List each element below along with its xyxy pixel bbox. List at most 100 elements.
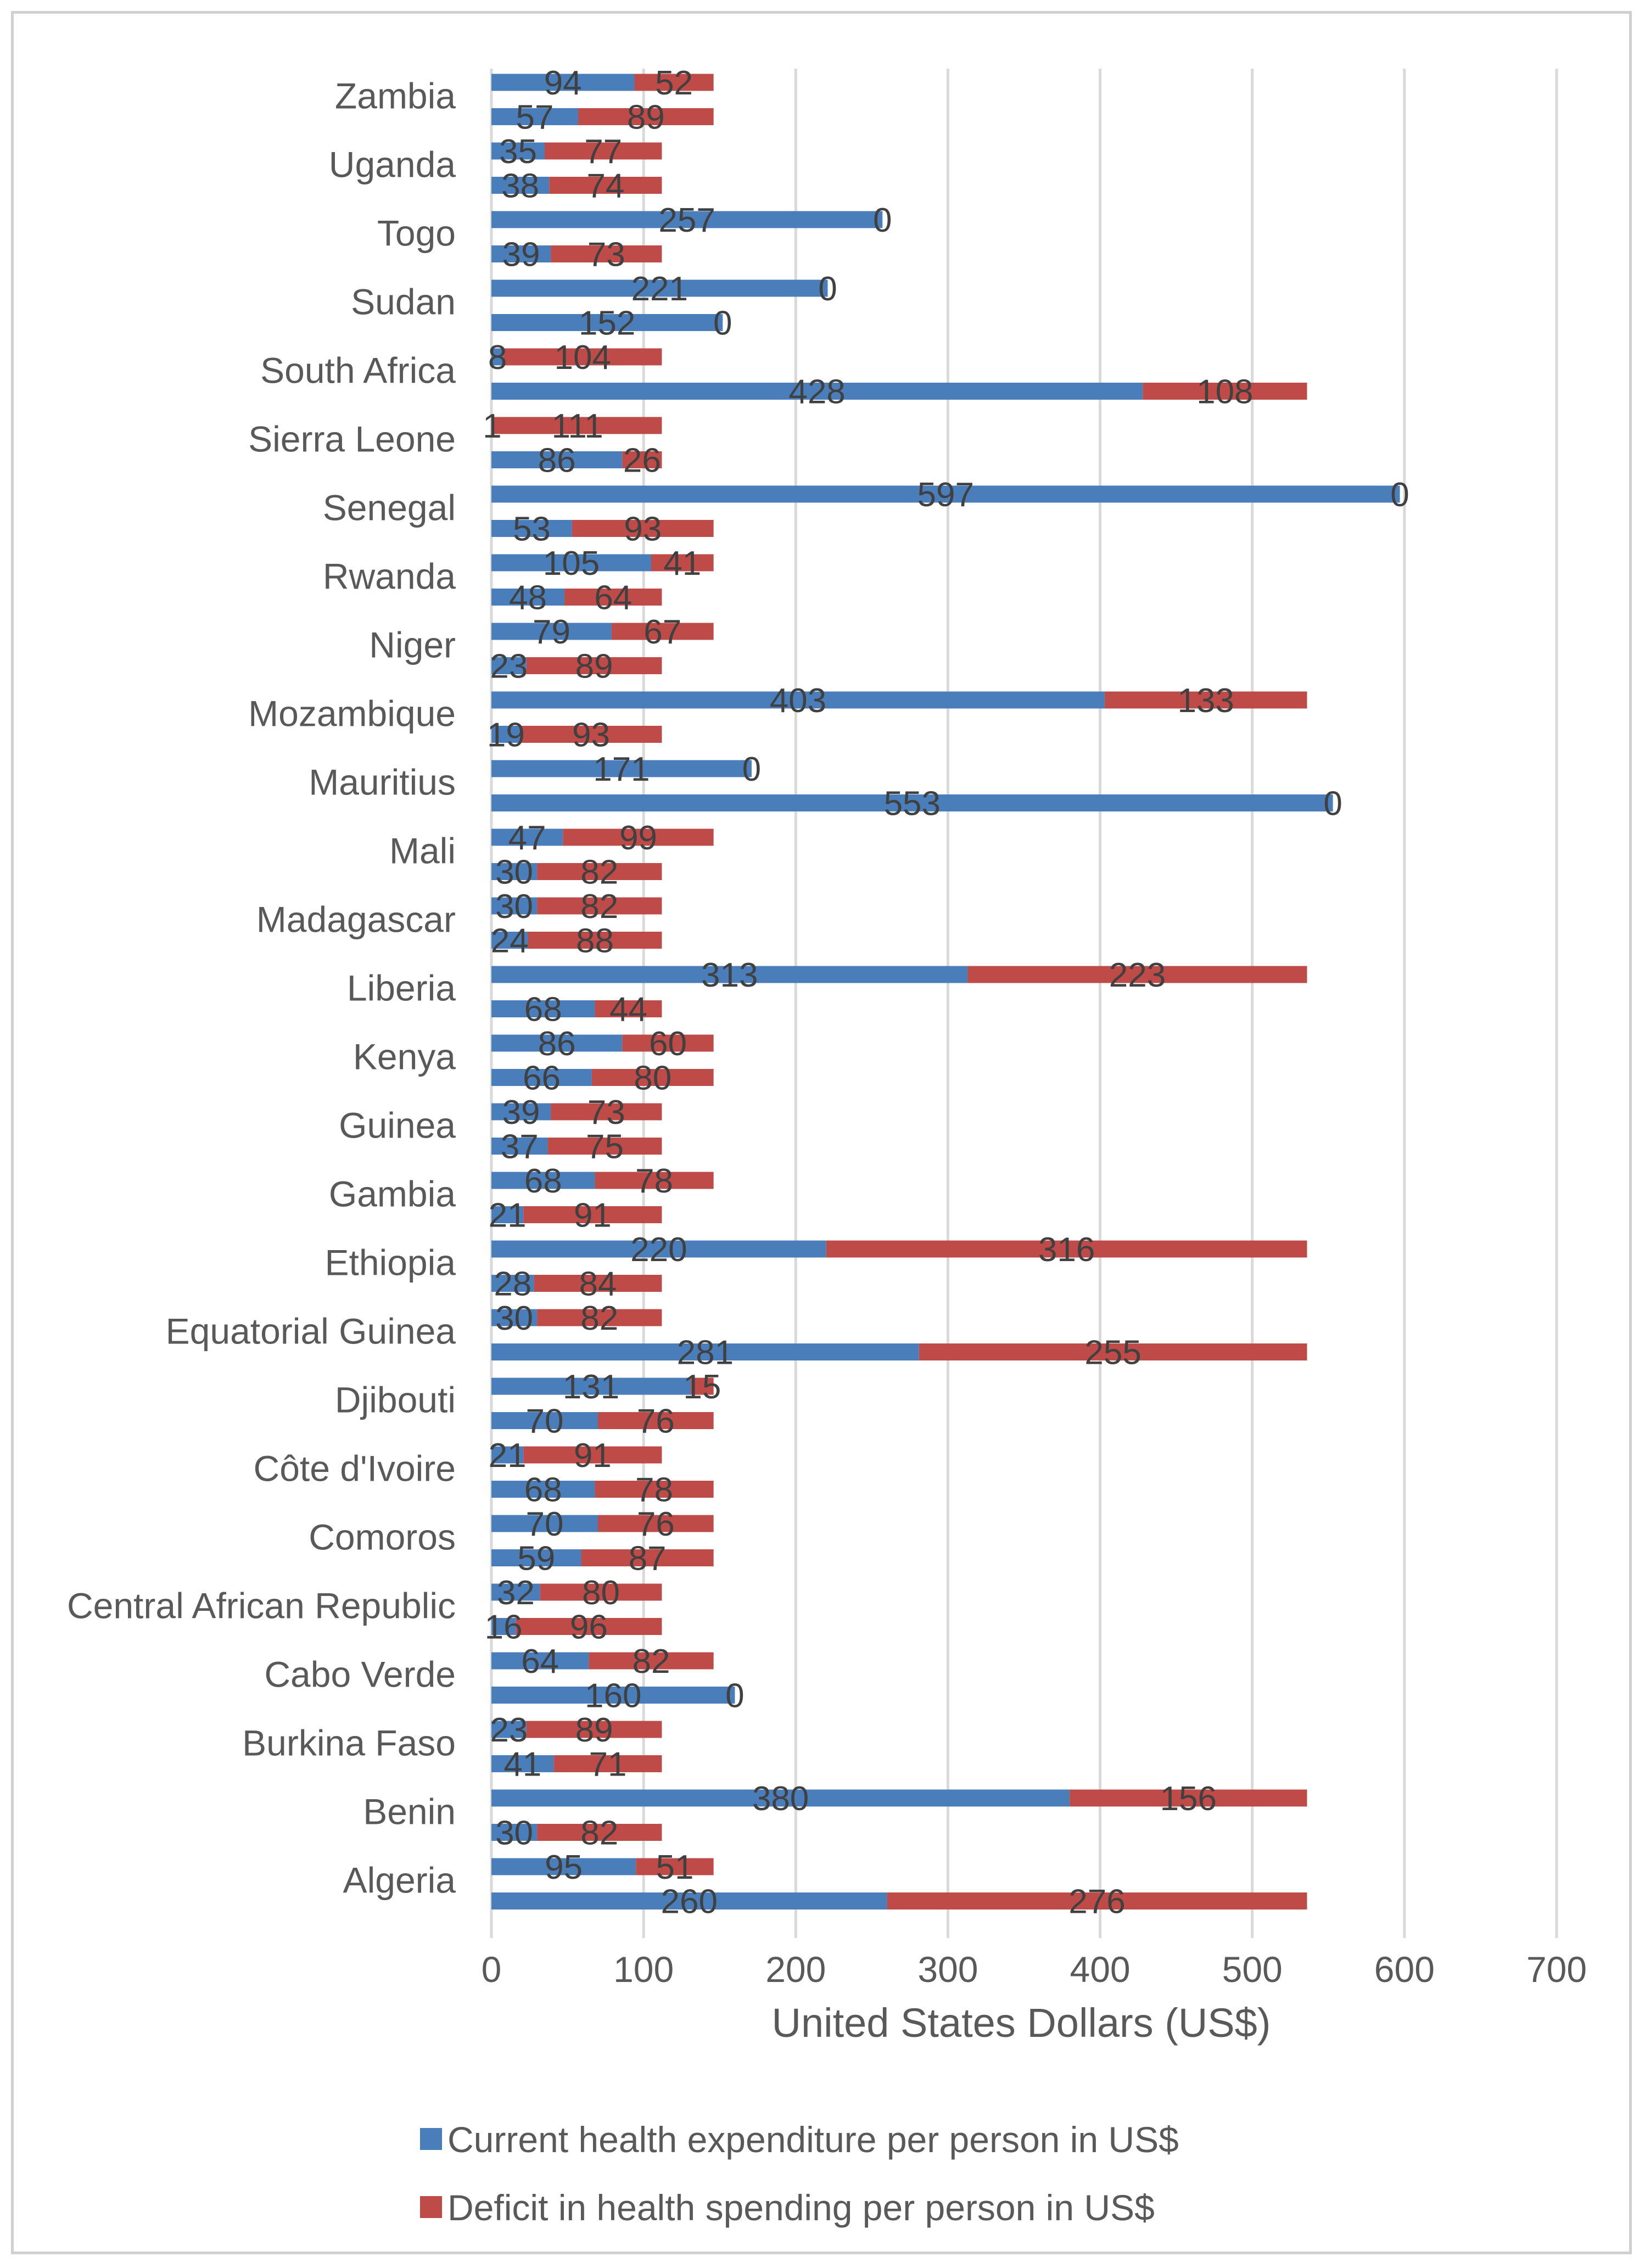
bar-expenditure xyxy=(491,1824,538,1841)
bar-expenditure xyxy=(491,760,752,777)
data-label-deficit: 0 xyxy=(1323,785,1342,823)
bar-expenditure xyxy=(491,1309,538,1326)
bar-deficit xyxy=(634,74,714,91)
bar-expenditure xyxy=(491,828,563,846)
data-label-deficit: 111 xyxy=(551,407,603,445)
bar-expenditure xyxy=(491,897,538,915)
data-label-deficit: 0 xyxy=(742,751,761,788)
data-label-deficit: 51 xyxy=(656,1849,693,1886)
data-label-expenditure: 23 xyxy=(490,648,528,686)
bar-deficit xyxy=(493,417,662,434)
bar-deficit xyxy=(537,1824,662,1841)
data-label-expenditure: 70 xyxy=(526,1505,564,1543)
bar-deficit xyxy=(545,142,662,160)
bar-deficit xyxy=(503,348,662,366)
category-label: Mali xyxy=(389,831,456,871)
data-label-deficit: 77 xyxy=(584,133,622,171)
data-label-expenditure: 21 xyxy=(489,1437,527,1475)
data-label-expenditure: 35 xyxy=(499,133,537,171)
data-label-deficit: 75 xyxy=(586,1128,624,1166)
data-label-deficit: 156 xyxy=(1160,1780,1217,1818)
x-tick-label: 0 xyxy=(482,1949,502,1990)
bar-deficit xyxy=(595,1172,714,1189)
bar-expenditure xyxy=(491,245,551,262)
bar-expenditure xyxy=(491,1618,516,1635)
bar-deficit xyxy=(523,1446,662,1464)
data-label-deficit: 88 xyxy=(576,922,614,960)
data-label-expenditure: 23 xyxy=(490,1711,528,1749)
category-label: Mozambique xyxy=(248,693,456,734)
data-label-expenditure: 64 xyxy=(521,1643,559,1681)
bar-expenditure xyxy=(491,932,528,949)
category-label: Djibouti xyxy=(335,1380,456,1420)
bar-expenditure xyxy=(491,1103,551,1121)
bar-expenditure xyxy=(491,1549,581,1566)
data-label-expenditure: 79 xyxy=(533,613,570,651)
data-label-deficit: 80 xyxy=(582,1574,620,1612)
bar-deficit xyxy=(595,1000,662,1017)
category-label: Rwanda xyxy=(323,556,456,597)
data-label-expenditure: 37 xyxy=(501,1128,539,1166)
bar-deficit xyxy=(1104,691,1307,709)
data-label-expenditure: 86 xyxy=(538,1025,576,1063)
bar-expenditure xyxy=(491,1206,524,1223)
data-label-expenditure: 428 xyxy=(788,373,845,411)
data-label-expenditure: 221 xyxy=(631,270,688,308)
bar-deficit xyxy=(540,1583,662,1601)
data-label-expenditure: 21 xyxy=(489,1197,527,1235)
bar-deficit xyxy=(551,1103,662,1121)
category-label: Equatorial Guinea xyxy=(166,1311,456,1352)
bar-expenditure xyxy=(491,1789,1070,1807)
bar-expenditure xyxy=(491,589,565,606)
data-label-deficit: 76 xyxy=(637,1403,675,1441)
data-label-expenditure: 30 xyxy=(495,1300,533,1337)
bar-expenditure xyxy=(491,794,1333,811)
data-label-expenditure: 57 xyxy=(516,99,554,137)
data-label-deficit: 67 xyxy=(644,613,681,651)
data-label-deficit: 0 xyxy=(873,201,892,239)
data-label-deficit: 82 xyxy=(580,854,618,892)
bar-expenditure xyxy=(491,691,1105,709)
category-label: Zambia xyxy=(335,76,456,116)
data-label-deficit: 91 xyxy=(574,1437,612,1475)
x-tick-label: 500 xyxy=(1222,1949,1283,1990)
data-label-deficit: 89 xyxy=(575,648,613,686)
data-label-expenditure: 68 xyxy=(524,1471,562,1509)
data-label-expenditure: 86 xyxy=(538,442,576,480)
bar-expenditure xyxy=(491,314,723,331)
bar-deficit xyxy=(636,1858,714,1875)
data-label-expenditure: 597 xyxy=(917,476,974,514)
x-tick-label: 600 xyxy=(1374,1949,1435,1990)
bar-deficit xyxy=(578,108,714,125)
bar-deficit xyxy=(651,554,714,572)
data-label-expenditure: 28 xyxy=(494,1265,531,1303)
category-label: Algeria xyxy=(343,1860,456,1901)
bar-expenditure xyxy=(491,211,883,228)
category-label: Kenya xyxy=(353,1037,456,1077)
bar-expenditure xyxy=(491,348,504,366)
data-label-deficit: 15 xyxy=(683,1368,721,1406)
category-label: Mauritius xyxy=(309,762,456,803)
category-label: Uganda xyxy=(329,144,456,185)
bar-expenditure xyxy=(491,726,521,743)
category-label: Cabo Verde xyxy=(264,1654,456,1695)
bar-expenditure xyxy=(491,1000,595,1017)
data-label-expenditure: 53 xyxy=(513,511,551,548)
bar-deficit xyxy=(551,245,662,262)
x-tick-label: 400 xyxy=(1070,1949,1131,1990)
data-label-deficit: 78 xyxy=(635,1471,673,1509)
data-label-expenditure: 41 xyxy=(503,1746,541,1784)
data-label-deficit: 82 xyxy=(633,1643,670,1681)
category-label: Burkina Faso xyxy=(242,1723,456,1763)
bar-expenditure xyxy=(491,417,493,434)
data-label-deficit: 82 xyxy=(580,1300,618,1337)
bar-deficit xyxy=(520,726,662,743)
data-label-expenditure: 380 xyxy=(752,1780,809,1818)
data-label-expenditure: 1 xyxy=(483,407,501,445)
data-label-expenditure: 131 xyxy=(563,1368,619,1406)
data-label-deficit: 73 xyxy=(588,1094,625,1132)
data-label-expenditure: 30 xyxy=(495,1815,533,1852)
data-label-deficit: 93 xyxy=(572,716,610,754)
